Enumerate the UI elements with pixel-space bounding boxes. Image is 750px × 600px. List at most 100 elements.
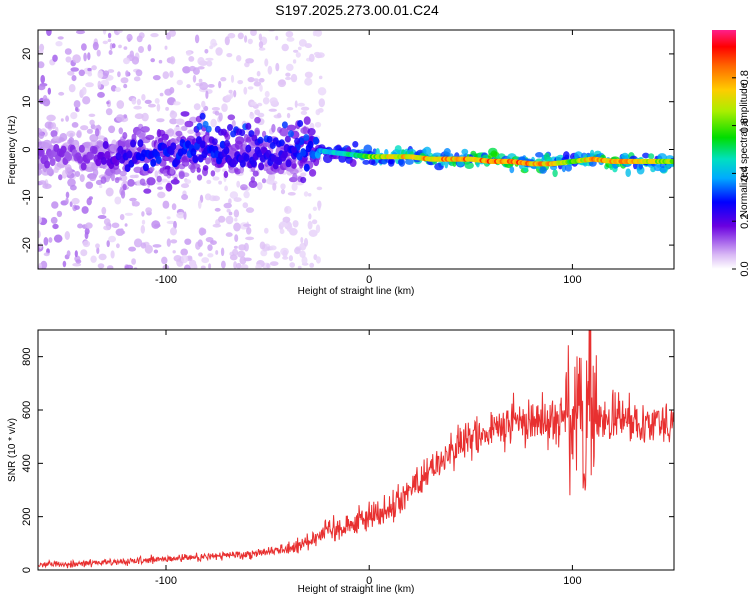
spectrogram-cell [184, 238, 192, 245]
spectrogram-cell [285, 72, 291, 77]
spectrogram-cell [172, 101, 181, 106]
spectrogram-cell [272, 182, 277, 191]
spectrogram-cell [215, 47, 223, 56]
spectrogram-cell [300, 106, 310, 111]
spectrogram-cell [81, 206, 89, 214]
spectrogram-cell [48, 237, 53, 243]
spectrogram-cell [150, 158, 157, 167]
spectrogram-cell [52, 223, 59, 230]
spectrogram-cell [198, 227, 206, 236]
spectrogram-cell [239, 256, 247, 265]
spectrogram-cell [38, 84, 46, 91]
spectrogram-cell [245, 58, 255, 64]
spectrogram-cell [199, 112, 206, 120]
spectrogram-cell [156, 103, 161, 112]
spectrogram-cell [65, 166, 73, 176]
spectrogram-cell [139, 178, 146, 186]
spectrogram-cell [108, 235, 116, 243]
spectrogram-cell [289, 262, 296, 268]
spectrogram-cell [111, 43, 116, 49]
spectrogram-cell [150, 33, 159, 38]
spectrogram-cell [286, 37, 295, 42]
spectrogram-cell [285, 76, 292, 81]
spectrogram-cell [78, 69, 86, 77]
spectrogram-cell [243, 153, 250, 162]
spectrogram-cell [230, 74, 235, 83]
spectrogram-cell [308, 229, 318, 237]
spectrogram-cell [228, 211, 233, 216]
spectrogram-cell [245, 236, 255, 241]
spectrogram-cell [301, 256, 308, 265]
spectrogram-cell [281, 150, 288, 159]
spectrogram-cell [60, 145, 67, 154]
spectrogram-cell [96, 49, 101, 57]
spectrogram-cell [77, 223, 83, 229]
spectrogram-cell [53, 234, 63, 243]
spectrogram-cell [39, 43, 45, 52]
spectrogram-cell [58, 174, 63, 181]
spectrogram-cell [47, 87, 51, 95]
spectrogram-cell [184, 179, 192, 185]
spectrogram-cell [77, 155, 84, 164]
spectrogram-cell [286, 63, 294, 71]
spectrogram-cell [105, 187, 114, 197]
spectrogram-cell [156, 175, 162, 183]
spectrogram-cell [229, 254, 238, 261]
spectrogram-cell [140, 242, 147, 249]
spectrogram-cell [43, 252, 50, 257]
spectrogram-cell [199, 140, 206, 149]
spectrogram-cell [161, 256, 168, 265]
spectrogram-cell [107, 265, 114, 269]
spectrogram-cell [138, 46, 144, 53]
spectrogram-cell [183, 211, 187, 220]
spectrogram-cell [142, 163, 149, 172]
spectrogram-cell [234, 234, 239, 243]
spectrogram-cell [223, 170, 229, 179]
spectrogram-cell [258, 78, 265, 83]
spectrogram-cell [66, 153, 73, 162]
spectrogram-cell [205, 125, 212, 133]
spectrogram-y-tick-label: -10 [21, 189, 33, 205]
spectrogram-cell [207, 244, 213, 252]
spectrogram-cell [188, 56, 195, 62]
spectrogram-cell [286, 107, 294, 111]
spectrogram-cell [196, 167, 201, 173]
spectrogram-cell [88, 113, 96, 118]
spectrogram-cell [119, 170, 127, 177]
spectrogram-cell [303, 134, 310, 141]
spectrogram-cell [303, 163, 310, 172]
spectrogram-cell [144, 244, 153, 254]
spectrogram-cell [269, 97, 278, 105]
spectrogram-cell [173, 255, 182, 262]
spectrogram-cell [233, 222, 241, 232]
spectrogram-cell [240, 184, 248, 191]
spectrogram-cell [85, 82, 94, 88]
spectrogram-cell [122, 180, 128, 184]
spectrogram-cell [309, 169, 317, 177]
spectrogram-cell [284, 205, 292, 214]
spectrogram-cell [190, 148, 197, 157]
spectrogram-cell [170, 227, 177, 236]
spectrogram-cell [186, 84, 191, 89]
spectrogram-cell [280, 183, 286, 190]
spectrogram-cell [131, 56, 140, 65]
spectrogram-cell [259, 241, 266, 250]
spectrogram-cell [65, 197, 69, 205]
spectrogram-cell [290, 73, 298, 83]
spectrogram-cell [99, 184, 103, 189]
spectrogram-cell [42, 183, 52, 189]
spectrogram-cell [205, 57, 214, 61]
spectrogram-cell [50, 130, 58, 138]
spectrogram-cell [233, 245, 238, 249]
spectrogram-cell [85, 222, 93, 229]
spectrogram-cell [304, 43, 312, 49]
spectrogram-cell [169, 70, 174, 78]
spectrogram-cell [103, 225, 111, 231]
spectrogram-cell [160, 178, 168, 183]
spectrogram-cell [166, 238, 171, 247]
spectrogram-cell [60, 118, 64, 122]
snr-y-tick-label: 800 [21, 347, 33, 365]
spectrogram-cell [298, 137, 305, 146]
spectrogram-cell [38, 215, 42, 225]
spectrogram-cell [91, 146, 98, 155]
